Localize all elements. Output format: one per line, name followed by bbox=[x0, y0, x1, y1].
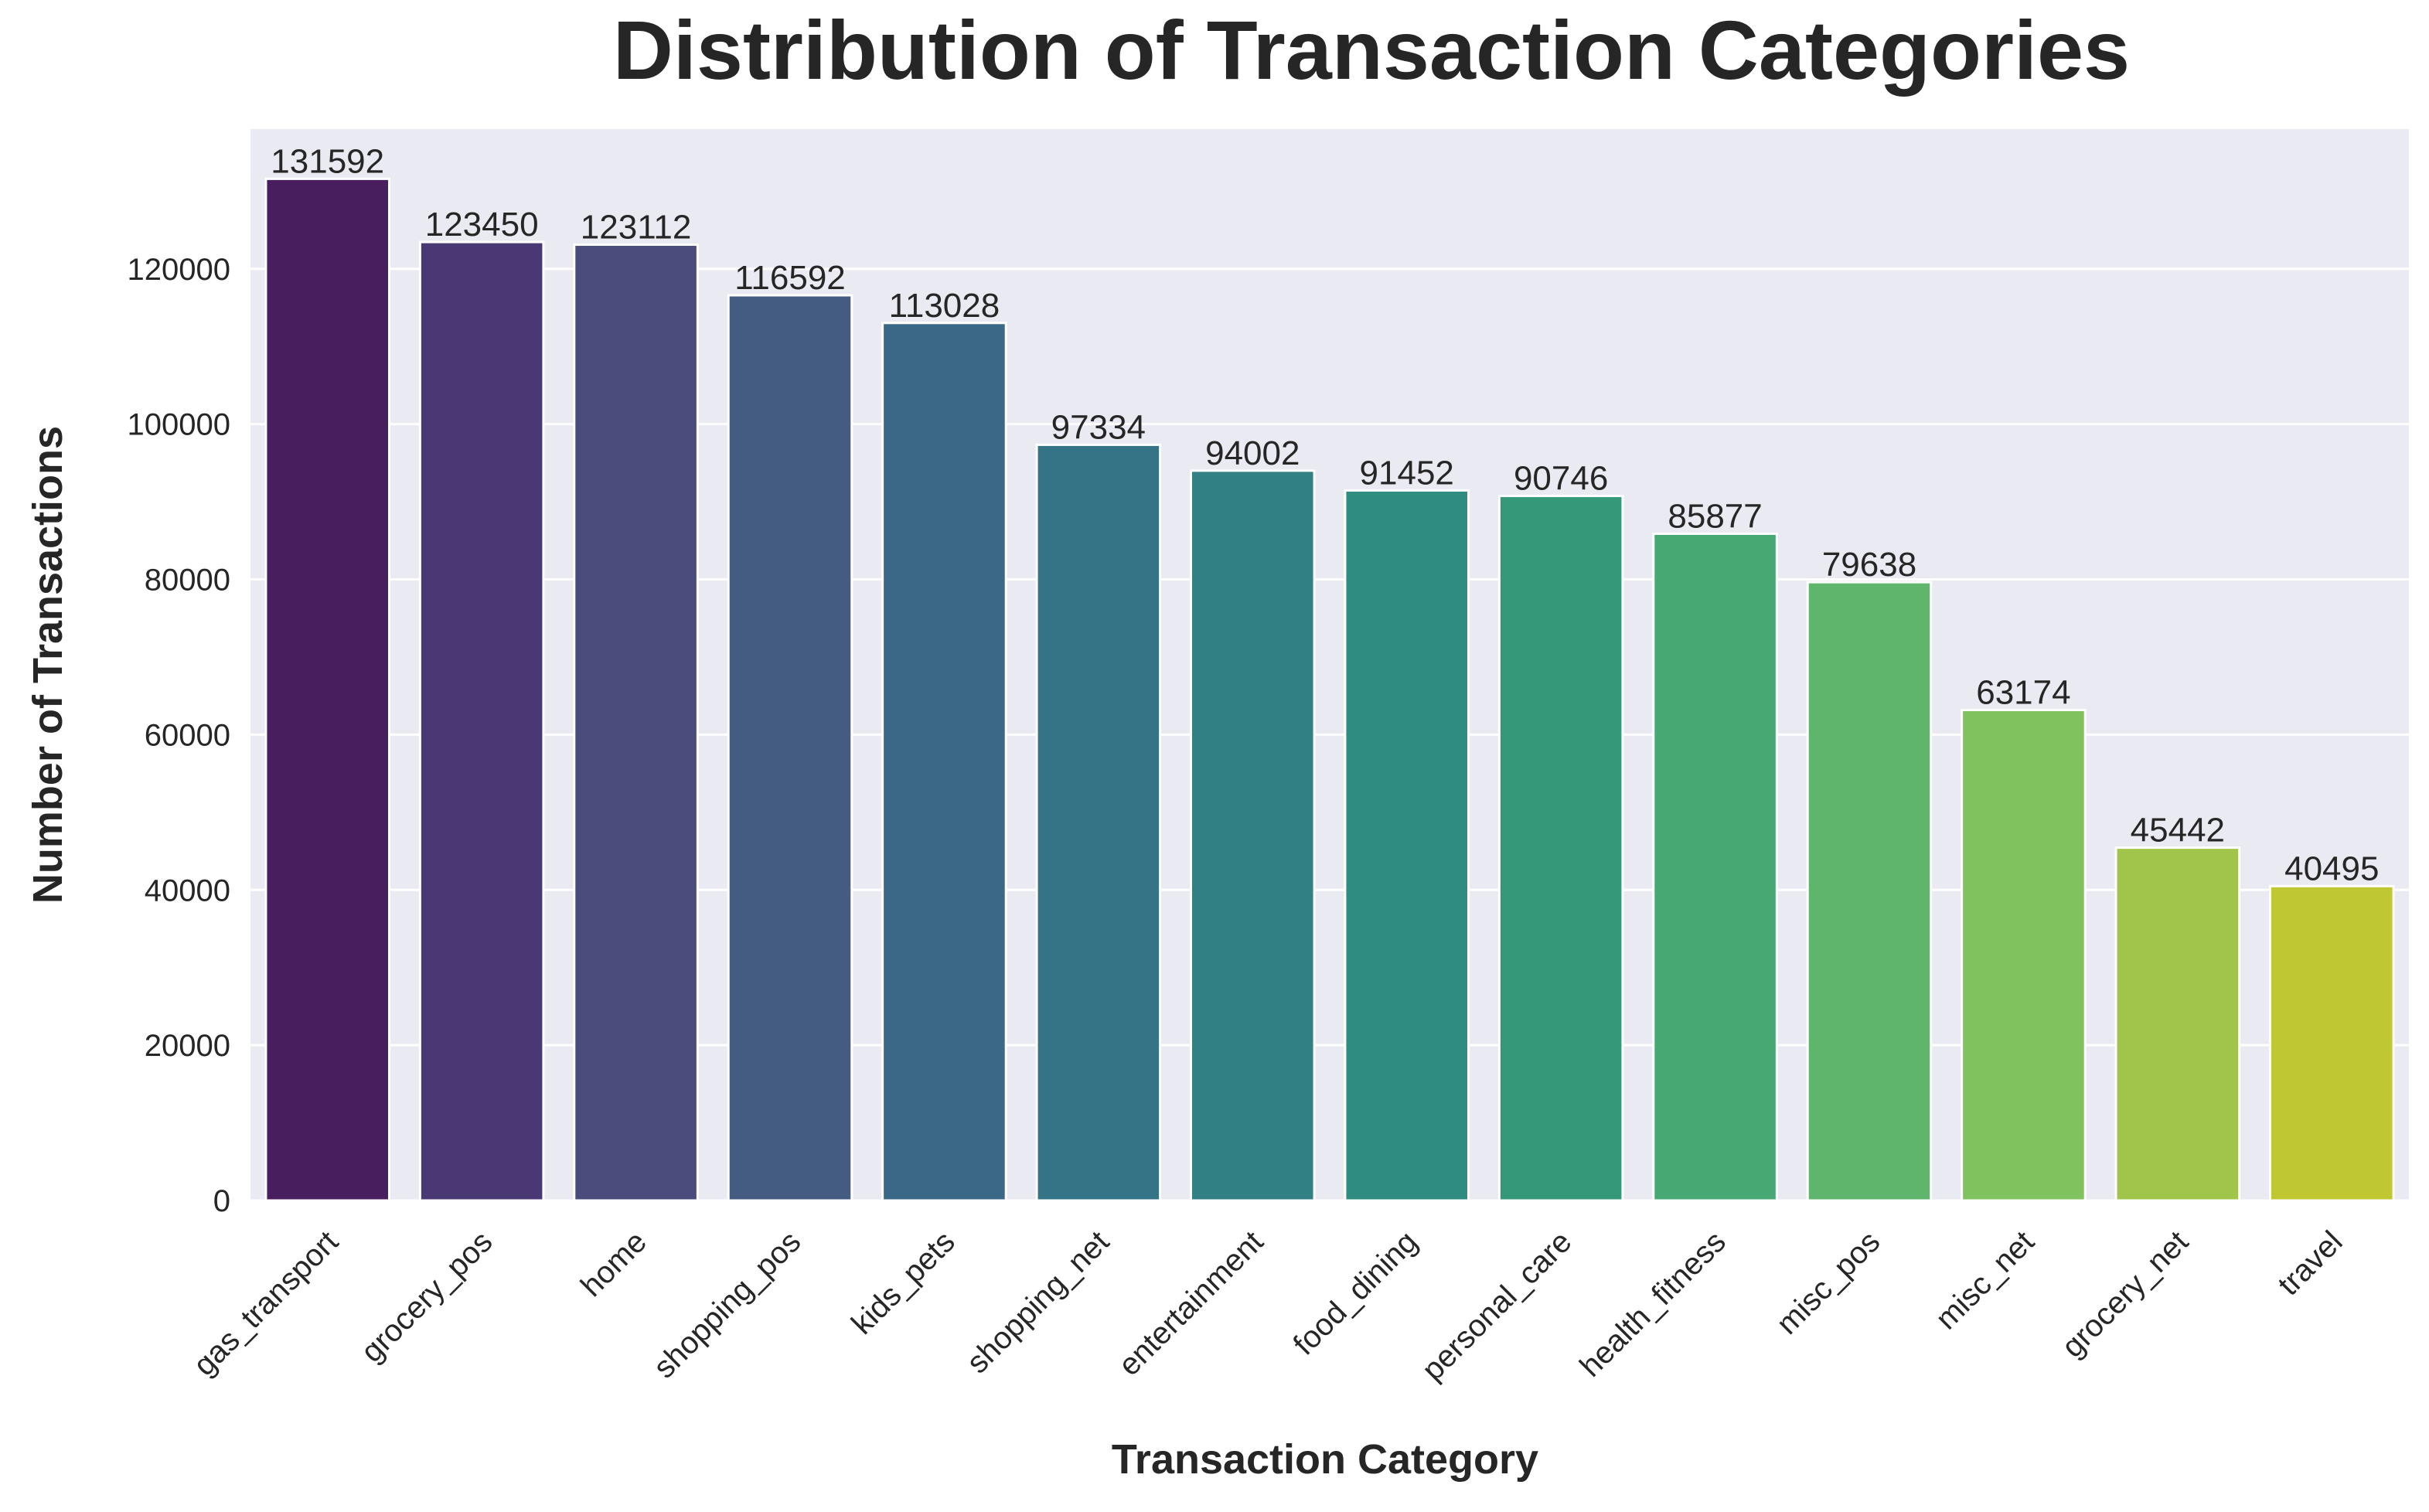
y-tick-label: 0 bbox=[213, 1184, 230, 1218]
x-tick-label: health_fitness bbox=[1573, 1224, 1732, 1384]
x-tick-label: grocery_net bbox=[2056, 1224, 2195, 1364]
bar-shopping-pos bbox=[727, 294, 853, 1202]
data-label: 85877 bbox=[1668, 497, 1762, 535]
bar-kids-pets bbox=[881, 322, 1007, 1202]
data-label: 79638 bbox=[1822, 546, 1916, 584]
data-label: 91452 bbox=[1360, 455, 1454, 492]
bar-personal-care bbox=[1497, 495, 1624, 1202]
x-axis-label: Transaction Category bbox=[1112, 1436, 1538, 1483]
x-tick-label: personal_care bbox=[1415, 1224, 1578, 1387]
bar-food-dining bbox=[1344, 489, 1470, 1202]
data-label: 94002 bbox=[1205, 434, 1300, 472]
data-label: 40495 bbox=[2284, 850, 2379, 887]
y-tick-label: 60000 bbox=[145, 718, 230, 752]
data-label: 97334 bbox=[1051, 408, 1146, 446]
bar-shopping-net bbox=[1035, 443, 1162, 1202]
bar-home bbox=[573, 243, 699, 1202]
data-label: 123112 bbox=[581, 209, 692, 247]
x-tick-label: entertainment bbox=[1112, 1224, 1270, 1382]
y-tick-label: 120000 bbox=[128, 253, 230, 287]
bar-grocery-pos bbox=[418, 240, 545, 1202]
bar-travel bbox=[2269, 884, 2395, 1202]
bar-misc-net bbox=[1961, 709, 2087, 1202]
x-tick-label: shopping_net bbox=[960, 1224, 1116, 1380]
x-axis-ticks: gas_transport grocery_pos homeshopping_pos… bbox=[187, 1224, 2349, 1387]
y-tick-label: 80000 bbox=[145, 564, 230, 598]
x-tick-label: home bbox=[574, 1224, 653, 1303]
x-tick-label: food_dining bbox=[1287, 1224, 1424, 1361]
y-axis-label: Number of Transactions bbox=[25, 426, 71, 904]
y-axis-ticks: 0 20000 40000 60000 80000 100000 120000 bbox=[128, 253, 230, 1218]
y-tick-label: 20000 bbox=[145, 1029, 230, 1063]
x-tick-label: misc_net bbox=[1929, 1224, 2040, 1336]
x-tick-label: shopping_pos bbox=[647, 1224, 807, 1384]
bar-health-fitness bbox=[1652, 532, 1778, 1202]
x-tick-label: kids_pets bbox=[845, 1224, 962, 1341]
data-label: 131592 bbox=[271, 142, 384, 180]
bar-entertainment bbox=[1190, 469, 1316, 1202]
x-tick-label: travel bbox=[2271, 1224, 2349, 1302]
bar-misc-pos bbox=[1806, 581, 1933, 1202]
data-label: 90746 bbox=[1514, 460, 1608, 498]
bar-grocery-net bbox=[2114, 846, 2241, 1202]
y-tick-label: 100000 bbox=[128, 408, 230, 442]
data-label: 116592 bbox=[734, 259, 846, 297]
data-label: 113028 bbox=[889, 287, 1000, 325]
data-label: 63174 bbox=[1976, 674, 2070, 712]
x-tick-label: grocery_pos bbox=[355, 1224, 499, 1369]
chart-title: Distribution of Transaction Categories bbox=[613, 3, 2130, 97]
bars bbox=[264, 177, 2395, 1202]
y-tick-label: 40000 bbox=[145, 873, 230, 908]
data-label: 123450 bbox=[425, 206, 539, 243]
bar-gas-transport bbox=[264, 177, 390, 1202]
data-labels: 131592 123450 123112 116592 113028 97334 94002… bbox=[271, 142, 2379, 887]
x-tick-label: misc_pos bbox=[1770, 1224, 1887, 1341]
x-tick-label: gas_transport bbox=[187, 1224, 345, 1382]
data-label: 45442 bbox=[2131, 812, 2225, 850]
